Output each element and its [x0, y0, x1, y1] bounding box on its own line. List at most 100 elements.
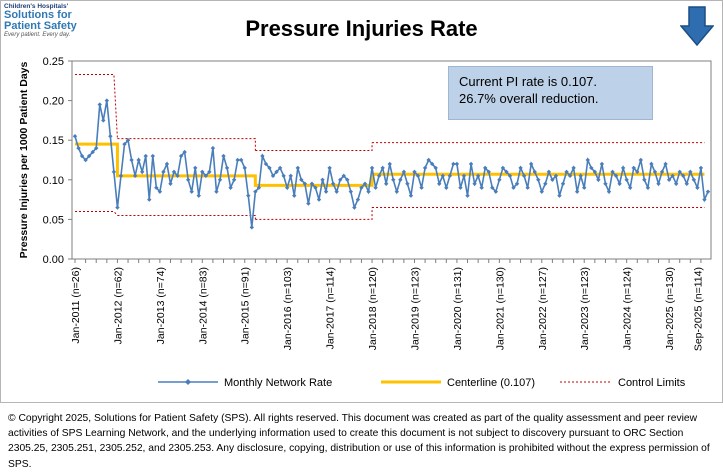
y-tick-label: 0.10 — [43, 175, 64, 187]
copyright-footer: © Copyright 2025, Solutions for Patient … — [8, 413, 710, 470]
data-point — [323, 189, 329, 194]
data-point — [426, 157, 431, 163]
legend-label-centerline: Centerline (0.107) — [447, 377, 535, 389]
data-point — [681, 173, 686, 179]
logo-line4: Every patient. Every day. — [4, 32, 71, 38]
data-point — [391, 177, 396, 182]
data-point — [631, 165, 636, 171]
data-point — [578, 173, 583, 179]
data-point — [465, 193, 470, 198]
data-point — [429, 161, 435, 167]
data-point — [284, 185, 290, 190]
data-point — [553, 173, 559, 179]
x-tick-label: Jan-2017 (n=114) — [325, 267, 337, 349]
data-point — [663, 161, 668, 167]
data-point — [327, 165, 332, 171]
data-point — [624, 177, 629, 182]
data-point — [585, 157, 590, 163]
data-point — [136, 157, 141, 163]
data-point — [652, 169, 658, 175]
data-point — [83, 157, 88, 163]
data-point — [557, 193, 562, 198]
plot-area — [71, 60, 712, 260]
data-point — [408, 193, 414, 198]
x-tick-label: Jan-2024 (n=124) — [622, 267, 634, 350]
logo-line1: Children's Hospitals' — [4, 3, 69, 10]
data-point — [267, 165, 272, 171]
data-point — [94, 145, 99, 151]
data-point — [79, 153, 85, 159]
data-point — [642, 177, 647, 182]
data-point — [157, 189, 163, 194]
data-point — [256, 185, 262, 190]
data-point — [673, 181, 679, 186]
data-point — [635, 169, 640, 175]
data-point — [118, 173, 124, 179]
data-point — [334, 189, 339, 194]
data-point — [366, 189, 371, 194]
data-point — [599, 161, 605, 167]
data-point — [362, 181, 368, 186]
lower-control-limit — [75, 207, 705, 220]
data-point — [200, 169, 205, 175]
data-point — [288, 173, 293, 179]
down-arrow-icon — [680, 6, 714, 46]
data-point — [422, 165, 428, 171]
data-point — [97, 102, 102, 107]
upper-control-limit — [75, 73, 705, 151]
data-point — [189, 189, 194, 194]
data-point — [500, 165, 506, 171]
y-tick-label: 0.20 — [43, 96, 64, 108]
data-point — [253, 189, 258, 194]
centerline — [75, 142, 705, 187]
data-point — [369, 165, 375, 171]
data-point — [299, 177, 304, 182]
data-point — [383, 181, 389, 186]
data-point — [656, 181, 661, 186]
data-point — [546, 169, 552, 175]
data-point — [702, 197, 707, 202]
data-point — [150, 153, 155, 159]
current-rate-text: Current PI rate is 0.107. — [459, 74, 598, 89]
data-point — [231, 177, 237, 182]
data-point — [373, 185, 378, 190]
data-point — [306, 201, 311, 206]
data-point — [76, 145, 81, 151]
data-point — [638, 157, 644, 163]
data-point — [72, 134, 78, 139]
data-point — [221, 153, 226, 159]
x-tick-label: Jan-2013 (n=74) — [155, 267, 167, 344]
data-point — [472, 181, 477, 186]
data-point — [224, 165, 230, 171]
data-point — [104, 98, 110, 103]
data-point — [210, 145, 216, 151]
data-point — [504, 169, 509, 175]
data-point — [387, 161, 392, 167]
data-point — [295, 165, 300, 171]
data-point — [139, 169, 145, 175]
data-point — [688, 169, 693, 175]
legend-label-limits: Control Limits — [618, 377, 686, 389]
x-tick-label: Jan-2016 (n=103) — [282, 267, 294, 350]
data-point — [550, 177, 555, 182]
data-point — [242, 165, 247, 171]
data-point — [175, 173, 180, 179]
data-point — [132, 173, 138, 179]
reduction-text: 26.7% overall reduction. — [459, 91, 599, 106]
legend-label-monthly: Monthly Network Rate — [224, 377, 332, 389]
data-point — [514, 181, 520, 186]
data-point — [281, 173, 286, 179]
data-point — [129, 157, 134, 163]
data-point — [461, 173, 467, 179]
y-tick-label: 0.00 — [43, 254, 64, 266]
data-point — [539, 189, 544, 194]
data-point — [108, 134, 113, 139]
y-tick-label: 0.05 — [43, 214, 64, 226]
data-point — [164, 161, 170, 167]
data-point — [228, 185, 233, 190]
data-point — [168, 181, 173, 186]
x-tick-label: Jan-2015 (n=91) — [240, 267, 252, 344]
data-point — [401, 169, 407, 175]
data-point — [670, 173, 675, 179]
data-point — [567, 173, 573, 179]
